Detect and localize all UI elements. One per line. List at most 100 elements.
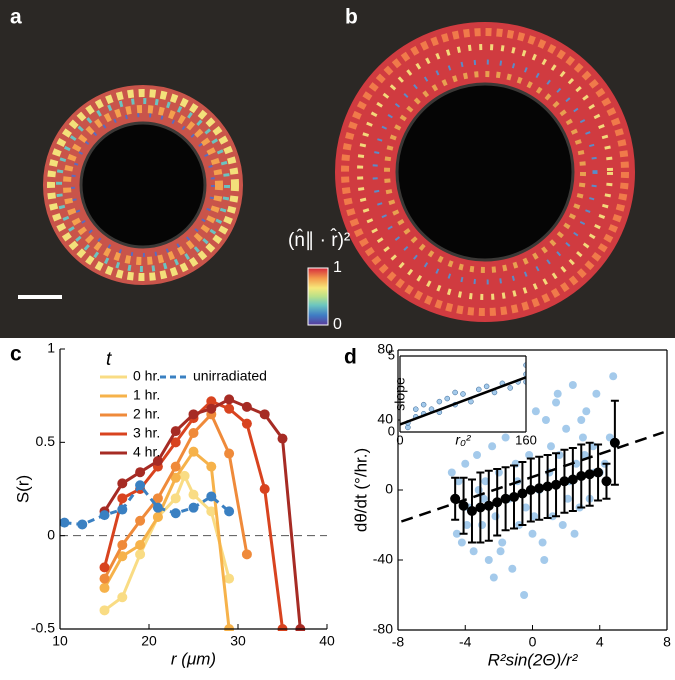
binned-point	[593, 467, 604, 478]
binned-point	[466, 506, 477, 516]
scatter-point	[507, 385, 513, 391]
point	[135, 467, 146, 478]
point	[241, 418, 252, 429]
scatter-point	[562, 424, 571, 433]
colorbar-tick: 0	[333, 316, 342, 333]
plot-area	[60, 394, 327, 631]
panel-label: a	[10, 6, 22, 29]
y-tick-label: 0	[385, 481, 393, 497]
point	[135, 515, 146, 526]
x-tick-label: 0	[529, 634, 537, 650]
series-line	[64, 482, 231, 526]
binned-point	[450, 493, 461, 504]
point	[117, 504, 128, 515]
binned-point	[601, 476, 612, 487]
scatter-point	[592, 389, 601, 398]
y-tick-label: 80	[377, 341, 393, 357]
x-axis-label: r₀²	[455, 432, 472, 448]
x-tick-label: 8	[663, 634, 671, 650]
point	[277, 433, 288, 444]
x-tick-label: 30	[230, 633, 246, 649]
point	[259, 409, 270, 420]
point	[99, 582, 110, 593]
colorbar-tick: 1	[333, 259, 342, 276]
point	[188, 446, 199, 457]
scatter-point	[531, 407, 540, 416]
scatter-point	[483, 383, 490, 390]
scatter-point	[454, 477, 463, 486]
y-tick-label: 1	[47, 340, 55, 356]
scatter-point	[489, 573, 498, 582]
point	[188, 489, 199, 500]
colorbar-title: (n̂∥ · r̂)²	[288, 228, 350, 251]
scatter-point	[436, 398, 443, 405]
point	[170, 461, 181, 472]
scatter-point	[484, 556, 493, 564]
scatter-point	[452, 389, 458, 396]
point	[224, 448, 235, 459]
legend-label: 3 hr.	[133, 425, 160, 441]
scatter-point	[582, 407, 591, 416]
binned-point	[475, 502, 486, 513]
plot-area	[400, 372, 665, 599]
y-tick-label: 0	[47, 526, 55, 542]
scatter-point	[444, 395, 450, 402]
scatter-point	[460, 391, 466, 397]
legend-label: 2 hr.	[133, 406, 160, 422]
scatter-point	[462, 521, 471, 529]
binned-point	[551, 479, 562, 490]
scatter-point	[553, 389, 562, 398]
binned-point	[609, 437, 620, 448]
panel-label: c	[10, 343, 22, 366]
x-tick-label: -8	[392, 634, 405, 650]
binned-point	[542, 481, 553, 492]
point	[206, 506, 217, 517]
point	[206, 396, 217, 407]
binned-point	[509, 492, 520, 502]
plot-area	[400, 362, 526, 431]
point	[224, 573, 235, 584]
scatter-point	[457, 538, 466, 547]
point	[152, 512, 163, 522]
scatter-point	[447, 468, 456, 477]
point	[135, 549, 146, 560]
point	[241, 401, 252, 412]
scatter-point	[521, 503, 530, 512]
point	[206, 491, 217, 502]
scatter-point	[479, 494, 488, 503]
point	[135, 540, 146, 550]
legend-label: unirradiated	[193, 368, 267, 384]
point	[117, 493, 128, 504]
x-tick-label: 0	[396, 432, 403, 447]
y-tick-label: -80	[373, 621, 393, 637]
y-axis-label: S(r)	[13, 475, 32, 503]
x-tick-label: 20	[141, 633, 157, 649]
point	[224, 506, 235, 517]
scatter-point	[452, 529, 461, 538]
scatter-point	[552, 398, 561, 407]
binned-point	[458, 500, 469, 511]
point	[170, 493, 181, 504]
binned-point	[517, 488, 528, 499]
y-tick-label: 40	[377, 411, 393, 427]
point	[152, 456, 163, 466]
point	[135, 480, 146, 491]
annulus-b	[335, 22, 635, 322]
scatter-point	[570, 529, 579, 538]
legend-label: 0 hr.	[133, 368, 160, 384]
x-tick-label: 160	[515, 432, 537, 447]
scatter-point	[474, 486, 483, 494]
binned-point	[567, 474, 578, 485]
scatter-point	[496, 547, 505, 556]
y-tick-label: 0	[388, 423, 395, 438]
point	[117, 540, 128, 550]
scatter-point	[520, 591, 529, 599]
x-tick-label: 10	[52, 633, 68, 649]
point	[99, 573, 110, 584]
panel-label: b	[345, 6, 358, 29]
binned-point	[500, 493, 511, 504]
point	[170, 426, 181, 437]
point	[117, 478, 128, 489]
x-tick-label: 40	[319, 633, 335, 649]
legend-label: 1 hr.	[133, 387, 160, 403]
